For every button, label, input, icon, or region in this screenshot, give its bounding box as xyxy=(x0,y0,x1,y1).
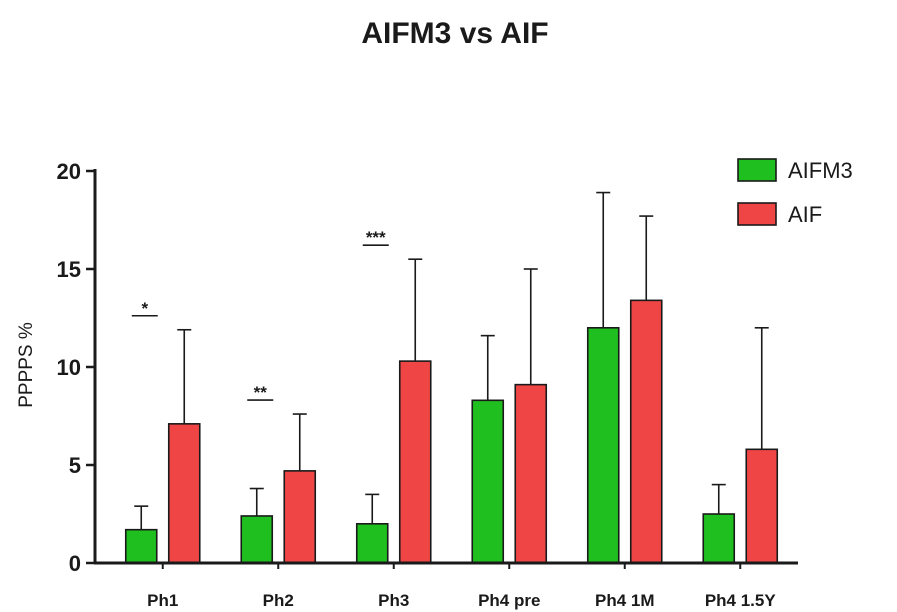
significance-layer: ****** xyxy=(131,228,389,402)
x-tick-label: Ph3 xyxy=(378,591,409,610)
y-tick-label: 5 xyxy=(69,453,81,478)
bar-aif-ph4-pre xyxy=(514,383,548,564)
legend: AIFM3 AIF xyxy=(737,158,853,227)
bar-aif-ph1 xyxy=(167,423,201,564)
bar-aifm3-ph1 xyxy=(124,528,158,564)
x-tick-label: Ph4 pre xyxy=(478,591,540,610)
y-axis-label: PPPPS % xyxy=(16,322,37,408)
bars-layer xyxy=(124,299,779,564)
y-tick-label: 10 xyxy=(57,355,81,380)
bar-aif-ph4-1.5y xyxy=(745,448,779,564)
legend-swatch-aifm3 xyxy=(737,158,777,182)
significance-marker: ** xyxy=(254,383,268,402)
bar-aifm3-ph4-1.5y xyxy=(702,513,736,564)
bar-aifm3-ph3 xyxy=(355,522,389,564)
legend-label-aifm3: AIFM3 xyxy=(788,158,853,183)
error-bars-layer xyxy=(134,191,769,530)
y-tick-label: 15 xyxy=(57,257,81,282)
legend-label-aif: AIF xyxy=(788,202,822,227)
x-tick-label: Ph1 xyxy=(147,591,178,610)
bar-aifm3-ph2 xyxy=(240,515,274,564)
x-tick-label: Ph2 xyxy=(263,591,294,610)
bar-aif-ph3 xyxy=(398,360,432,564)
x-tick-label: Ph4 1M xyxy=(595,591,655,610)
bar-aif-ph2 xyxy=(283,470,317,564)
y-tick-label: 0 xyxy=(69,551,81,576)
significance-marker: *** xyxy=(366,228,386,247)
bar-aifm3-ph4-1m xyxy=(586,326,620,564)
significance-marker: * xyxy=(141,299,148,318)
bar-aifm3-ph4-pre xyxy=(471,399,505,564)
chart-title: AIFM3 vs AIF xyxy=(361,17,548,50)
x-tick-label: Ph4 1.5Y xyxy=(705,591,777,610)
legend-swatch-aif xyxy=(737,202,777,226)
axes-layer: Ph1 Ph2 Ph3 Ph4 pre Ph4 1M Ph4 1.5Y 0 5 10 15 20 xyxy=(57,159,798,610)
y-tick-label: 20 xyxy=(57,159,81,184)
bar-aif-ph4-1m xyxy=(629,299,663,564)
